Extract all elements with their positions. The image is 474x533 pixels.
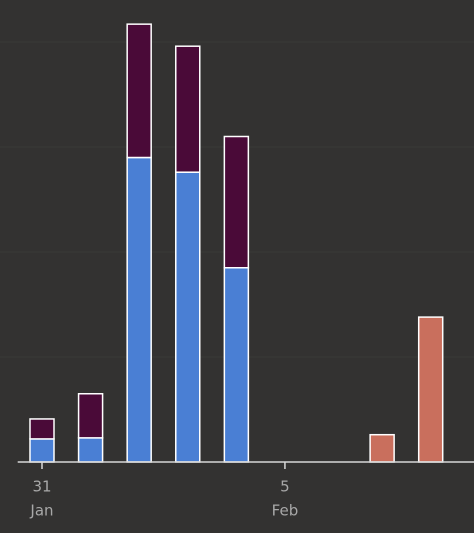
bar-segment (29, 418, 55, 440)
bar-segment (175, 171, 201, 463)
bar-segment (77, 437, 104, 463)
bar-segment (29, 438, 55, 463)
bar-segment (77, 393, 104, 439)
bar-segment (126, 23, 152, 159)
x-tick-sublabel: Feb (272, 502, 299, 520)
bar-segment (223, 267, 250, 463)
bar-segment (369, 433, 395, 463)
x-tick-label: 5 (280, 478, 290, 496)
bar-segment (175, 45, 201, 173)
bar-segment (417, 316, 444, 463)
bar-segment (126, 156, 152, 463)
bar-segment (223, 135, 250, 269)
x-tick-label: 31 (32, 478, 51, 496)
x-tick-sublabel: Jan (29, 502, 53, 520)
